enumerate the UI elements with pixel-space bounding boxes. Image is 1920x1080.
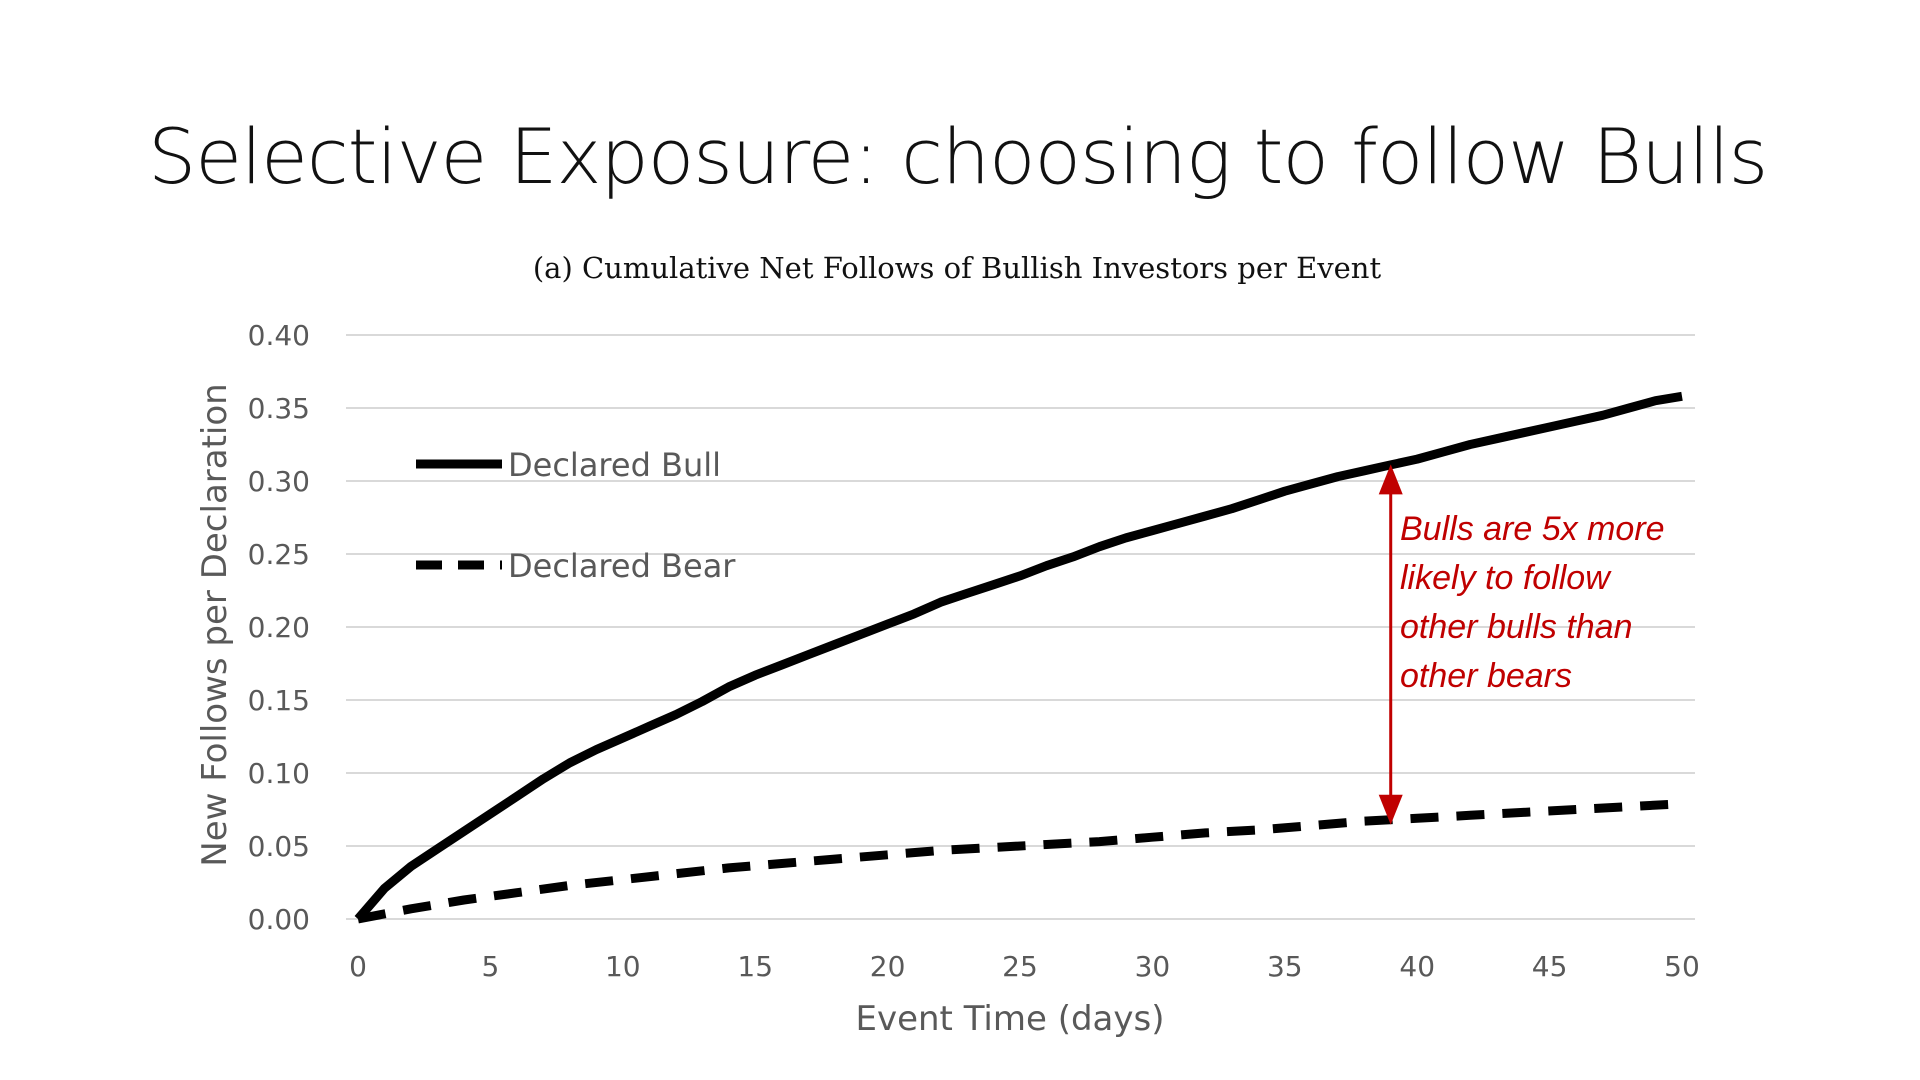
legend-label-bull: Declared Bull [508, 446, 721, 484]
y-axis-label: New Follows per Declaration [195, 383, 235, 866]
y-tick-label: 0.30 [248, 465, 310, 498]
y-tick-label: 0.00 [248, 903, 310, 936]
legend-label-bear: Declared Bear [508, 547, 736, 585]
x-tick-label: 10 [605, 950, 641, 983]
x-tick-label: 30 [1135, 950, 1171, 983]
slide-title: Selective Exposure: choosing to follow B… [148, 112, 1768, 201]
x-tick-label: 20 [870, 950, 906, 983]
series-line-declared-bull [354, 391, 1683, 922]
x-tick-label: 35 [1267, 950, 1303, 983]
annotation-line-4: other bears [1400, 657, 1572, 695]
y-axis-ticks: 0.00 0.05 0.10 0.15 0.20 0.25 0.30 0.35 0.40 [248, 319, 310, 936]
annotation-line-1: Bulls are 5x more [1400, 510, 1665, 548]
x-axis-label: Event Time (days) [855, 999, 1164, 1039]
x-tick-label: 5 [481, 950, 499, 983]
x-axis-ticks: 0 5 10 15 20 25 30 35 40 45 50 [349, 950, 1700, 983]
y-tick-label: 0.20 [248, 611, 310, 644]
x-tick-label: 15 [737, 950, 773, 983]
annotation: Bulls are 5x more likely to follow other… [1378, 464, 1665, 825]
x-tick-label: 45 [1532, 950, 1568, 983]
chart-title: (a) Cumulative Net Follows of Bullish In… [533, 251, 1382, 285]
annotation-line-3: other bulls than [1400, 608, 1633, 646]
y-tick-label: 0.35 [248, 392, 310, 425]
y-tick-label: 0.40 [248, 319, 310, 352]
x-tick-label: 0 [349, 950, 367, 983]
x-tick-label: 25 [1002, 950, 1038, 983]
series-lines [354, 391, 1683, 924]
y-tick-label: 0.10 [248, 757, 310, 790]
y-tick-label: 0.25 [248, 538, 310, 571]
x-tick-label: 40 [1399, 950, 1435, 983]
legend: Declared Bull Declared Bear [416, 446, 736, 585]
x-tick-label: 50 [1664, 950, 1700, 983]
series-line-declared-bear [357, 799, 1683, 924]
annotation-line-2: likely to follow [1400, 559, 1612, 597]
y-tick-label: 0.05 [248, 830, 310, 863]
y-tick-label: 0.15 [248, 684, 310, 717]
